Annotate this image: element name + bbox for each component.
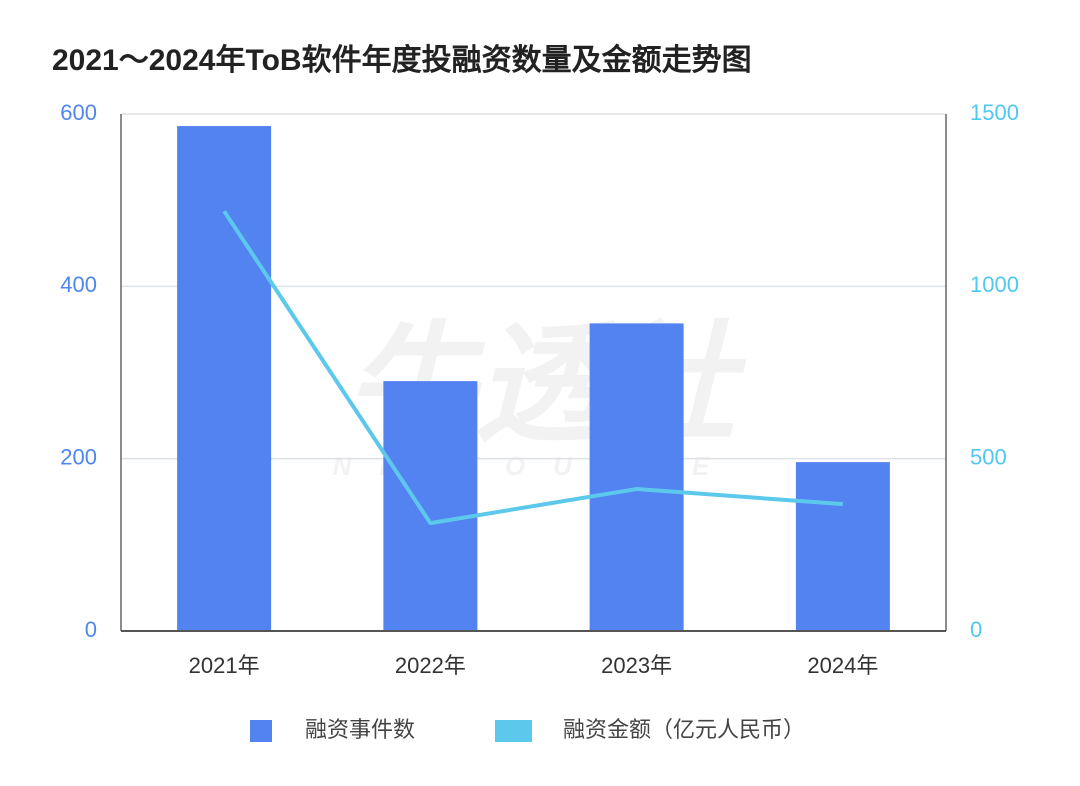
bar [795, 462, 890, 631]
y-tick-label: 200 [60, 444, 97, 469]
y-tick-label: 600 [60, 100, 97, 125]
bar [177, 126, 272, 632]
x-tick-label: 2023年 [601, 653, 672, 678]
y2-tick-label: 1500 [970, 100, 1019, 125]
legend-label: 融资金额（亿元人民币） [563, 717, 805, 742]
x-tick-label: 2022年 [395, 653, 466, 678]
x-tick-label: 2021年 [189, 653, 260, 678]
bar [383, 381, 478, 631]
y-tick-label: 0 [85, 617, 97, 642]
chart-title: 2021～2024年ToB软件年度投融资数量及金额走势图 [52, 43, 752, 77]
line [222, 210, 844, 526]
y2-tick-label: 0 [970, 617, 982, 642]
legend-swatch [495, 720, 532, 742]
legend-swatch [250, 720, 272, 742]
y-tick-label: 400 [60, 272, 97, 297]
bar [589, 323, 684, 631]
legend-label: 融资事件数 [305, 717, 415, 742]
y2-tick-label: 500 [970, 444, 1007, 469]
y2-tick-label: 1000 [970, 272, 1019, 297]
x-tick-label: 2024年 [807, 653, 878, 678]
